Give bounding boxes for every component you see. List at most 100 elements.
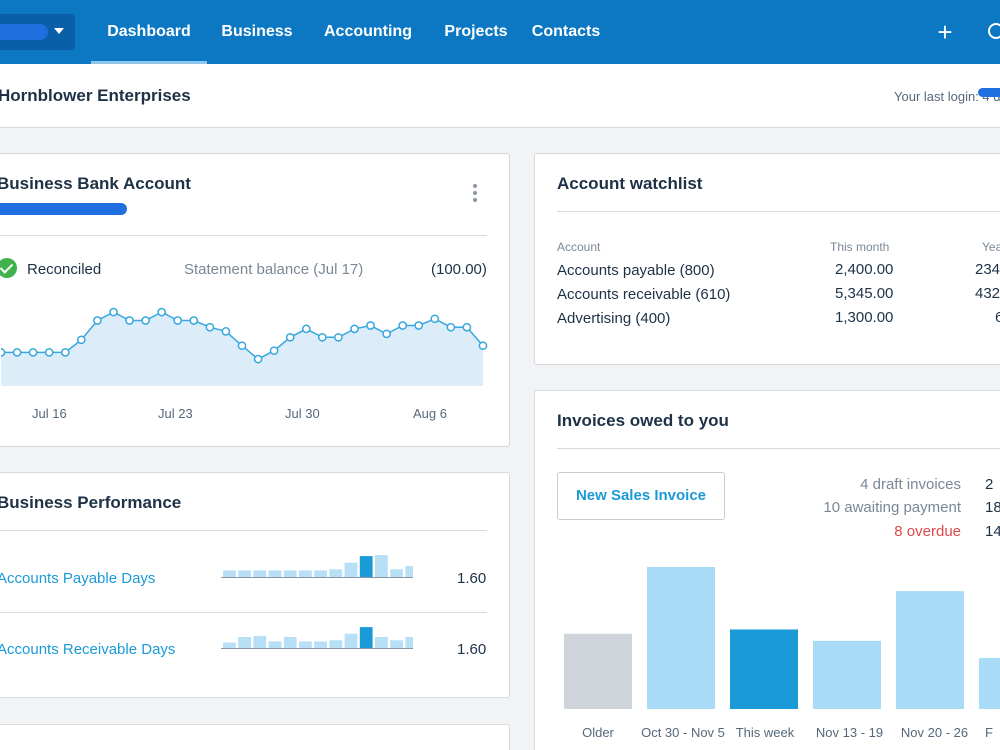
sparkline-bar bbox=[299, 641, 312, 648]
date-label: Jul 30 bbox=[285, 406, 320, 421]
check-circle-icon bbox=[0, 258, 17, 278]
sparkline-bar bbox=[390, 569, 403, 577]
date-label: Jul 16 bbox=[32, 406, 67, 421]
balance-point bbox=[93, 316, 102, 325]
org-switcher[interactable] bbox=[0, 14, 75, 50]
invoice-bar bbox=[979, 657, 1000, 709]
invoices-title: Invoices owed to you bbox=[557, 411, 729, 430]
org-header: Hornblower Enterprises Your last login: … bbox=[0, 64, 1000, 128]
business-performance-card: Business Performance Accounts Payable Da… bbox=[0, 472, 510, 698]
balance-point bbox=[317, 332, 327, 342]
watchlist-account[interactable]: Advertising (400) bbox=[557, 310, 671, 327]
nav-accounting[interactable]: Accounting bbox=[324, 23, 412, 40]
watchlist-year: 6 bbox=[995, 309, 1000, 326]
reconciled-status: Reconciled bbox=[27, 261, 102, 278]
sparkline-bar bbox=[329, 569, 343, 577]
x-tick-label: Oct 30 - Nov 5 bbox=[641, 725, 725, 740]
sparkline-bar bbox=[375, 637, 388, 648]
nav-projects[interactable]: Projects bbox=[444, 23, 508, 40]
balance-point bbox=[334, 332, 343, 342]
last-login: Your last login: 4 d bbox=[894, 89, 1000, 104]
performance-card-title: Business Performance bbox=[0, 493, 182, 512]
balance-point bbox=[269, 346, 279, 356]
invoice-bar bbox=[896, 591, 964, 709]
watchlist-year: 432 bbox=[975, 285, 1000, 302]
org-name: Hornblower Enterprises bbox=[0, 86, 191, 105]
bank-card-title[interactable]: Business Bank Account bbox=[0, 174, 191, 193]
watchlist-month: 2,400.00 bbox=[835, 261, 894, 278]
balance-point bbox=[44, 348, 54, 357]
col-header-year: Yea bbox=[982, 240, 1000, 254]
nav-contacts[interactable]: Contacts bbox=[531, 23, 601, 40]
more-options-icon[interactable] bbox=[469, 184, 481, 204]
nav-business[interactable]: Business bbox=[221, 23, 293, 40]
sparkline-bar bbox=[253, 570, 267, 577]
balance-point bbox=[60, 348, 70, 357]
invoice-bar bbox=[564, 633, 632, 709]
redacted-login-date bbox=[978, 88, 1000, 97]
balance-point bbox=[125, 316, 134, 325]
sparkline-bar bbox=[359, 556, 373, 577]
watchlist-month: 1,300.00 bbox=[835, 309, 894, 326]
balance-point bbox=[301, 324, 311, 334]
redacted-org-name bbox=[0, 24, 48, 40]
balance-point bbox=[76, 335, 86, 345]
payable-days-sparkline bbox=[221, 555, 413, 578]
balance-point bbox=[350, 324, 359, 334]
sparkline-bar bbox=[405, 637, 413, 648]
search-icon[interactable] bbox=[988, 23, 1000, 39]
watchlist-account[interactable]: Accounts receivable (610) bbox=[557, 286, 731, 303]
balance-point bbox=[189, 316, 199, 325]
awaiting-payment-link[interactable]: 10 awaiting payment bbox=[823, 499, 961, 516]
balance-point bbox=[382, 329, 391, 339]
balance-point bbox=[478, 341, 488, 351]
balance-point bbox=[205, 322, 215, 332]
balance-point bbox=[430, 314, 440, 324]
sparkline-bar bbox=[223, 570, 236, 577]
balance-trend-chart bbox=[1, 307, 488, 386]
sparkline-bar bbox=[375, 555, 388, 577]
new-sales-invoice-button[interactable]: New Sales Invoice bbox=[557, 472, 725, 520]
accounts-receivable-days-link[interactable]: Accounts Receivable Days bbox=[0, 641, 176, 658]
sparkline-bar bbox=[314, 570, 327, 577]
sparkline-bar bbox=[405, 566, 413, 577]
balance-point bbox=[109, 307, 118, 317]
balance-point bbox=[253, 354, 263, 364]
date-label: Jul 23 bbox=[158, 406, 193, 421]
balance-point bbox=[141, 316, 150, 325]
sparkline-bar bbox=[223, 642, 236, 648]
divider bbox=[557, 448, 1000, 449]
top-nav: Dashboard Business Accounting Projects C… bbox=[0, 0, 1000, 64]
sparkline-bar bbox=[314, 641, 327, 648]
date-label: Aug 6 bbox=[413, 406, 447, 421]
divider bbox=[0, 612, 487, 613]
watchlist-month: 5,345.00 bbox=[835, 285, 894, 302]
caret-down-icon bbox=[54, 28, 64, 34]
balance-point bbox=[237, 341, 247, 351]
overdue-invoices-link[interactable]: 8 overdue bbox=[894, 523, 961, 540]
x-tick-label: Nov 13 - 19 bbox=[815, 725, 884, 740]
col-header-account: Account bbox=[557, 240, 601, 254]
balance-point bbox=[446, 322, 456, 332]
statement-balance-label[interactable]: Statement balance (Jul 17) bbox=[184, 261, 364, 278]
nav-dashboard[interactable]: Dashboard bbox=[91, 0, 207, 64]
x-tick-label: This week bbox=[735, 725, 795, 740]
divider bbox=[0, 235, 487, 236]
watchlist-account[interactable]: Accounts payable (800) bbox=[557, 262, 715, 279]
balance-point bbox=[221, 327, 231, 336]
divider bbox=[557, 211, 1000, 212]
accounts-payable-days-link[interactable]: Accounts Payable Days bbox=[0, 570, 156, 587]
plus-icon[interactable]: + bbox=[937, 17, 953, 47]
draft-invoices-link[interactable]: 4 draft invoices bbox=[860, 476, 961, 493]
sparkline-bar bbox=[299, 570, 312, 577]
next-card bbox=[0, 724, 510, 750]
balance-point bbox=[366, 321, 375, 330]
statement-balance-value: (100.00) bbox=[431, 261, 487, 278]
balance-point bbox=[28, 348, 38, 357]
redacted-account-number bbox=[0, 203, 127, 215]
x-tick-label: F bbox=[985, 725, 993, 740]
sparkline-bar bbox=[268, 570, 282, 577]
invoices-owed-card: Invoices owed to you New Sales Invoice 4… bbox=[534, 390, 1000, 750]
awaiting-payment-amount: 18 bbox=[985, 499, 1000, 516]
x-tick-label: Nov 20 - 26 bbox=[900, 725, 969, 740]
